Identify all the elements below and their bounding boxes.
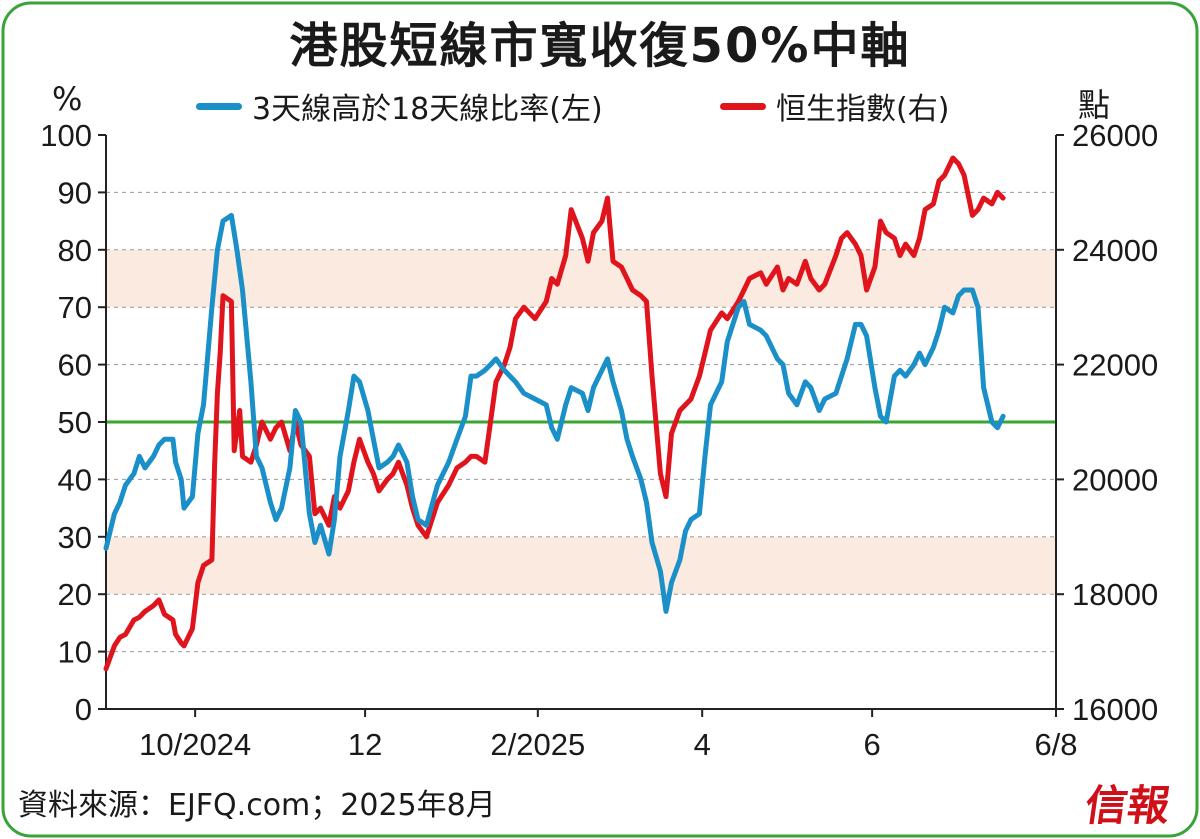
legend-swatch-hsi: [720, 102, 766, 110]
x-tick-label: 6/8: [1034, 727, 1077, 762]
left-axis-unit: %: [52, 80, 83, 118]
right-tick-label: 16000: [1072, 692, 1158, 727]
right-tick-label: 22000: [1072, 348, 1158, 383]
x-tick-label: 12: [348, 727, 382, 762]
left-tick-label: 0: [75, 692, 92, 727]
legend-label-ratio: 3天線高於18天線比率(左): [252, 92, 603, 127]
left-tick-label: 70: [58, 290, 92, 325]
left-tick-label: 30: [58, 520, 92, 555]
right-tick-label: 24000: [1072, 233, 1158, 268]
left-tick-label: 100: [40, 118, 92, 153]
right-tick-label: 18000: [1072, 577, 1158, 612]
left-tick-label: 60: [58, 348, 92, 383]
legend: 3天線高於18天線比率(左) 恒生指數(右): [0, 84, 1200, 127]
x-tick-label: 4: [694, 727, 711, 762]
right-tick-label: 20000: [1072, 462, 1158, 497]
x-tick-label: 10/2024: [139, 727, 251, 762]
right-tick-label: 26000: [1072, 118, 1158, 153]
series-line-ratio: [103, 212, 1006, 614]
legend-label-hsi: 恒生指數(右): [776, 92, 950, 127]
left-tick-label: 80: [58, 233, 92, 268]
chart-title: 港股短線市寬收復50%中軸: [289, 18, 911, 74]
source-note: 資料來源：EJFQ.com；2025年8月: [18, 788, 496, 823]
left-tick-label: 50: [58, 405, 92, 440]
legend-swatch-ratio: [196, 102, 242, 110]
left-tick-label: 90: [58, 175, 92, 210]
right-axis-unit: 點: [1078, 86, 1111, 124]
plot-area: 0 10 20 30 40 50 60 70 80 90 100 16000 18000 20000 220…: [40, 118, 1158, 762]
x-tick-label: 2/2025: [490, 727, 585, 762]
series-line-hsi: [103, 155, 1006, 672]
publisher-logo: 信報: [1082, 781, 1174, 830]
legend-item-hsi: 恒生指數(右): [720, 84, 949, 128]
left-tick-label: 20: [58, 577, 92, 612]
shaded-band-1: [106, 249, 1056, 308]
x-tick-label: 6: [864, 727, 881, 762]
left-tick-label: 40: [58, 462, 92, 497]
left-tick-label: 10: [58, 635, 92, 670]
shaded-band-0: [106, 536, 1056, 595]
legend-item-ratio: 3天線高於18天線比率(左): [196, 84, 603, 128]
